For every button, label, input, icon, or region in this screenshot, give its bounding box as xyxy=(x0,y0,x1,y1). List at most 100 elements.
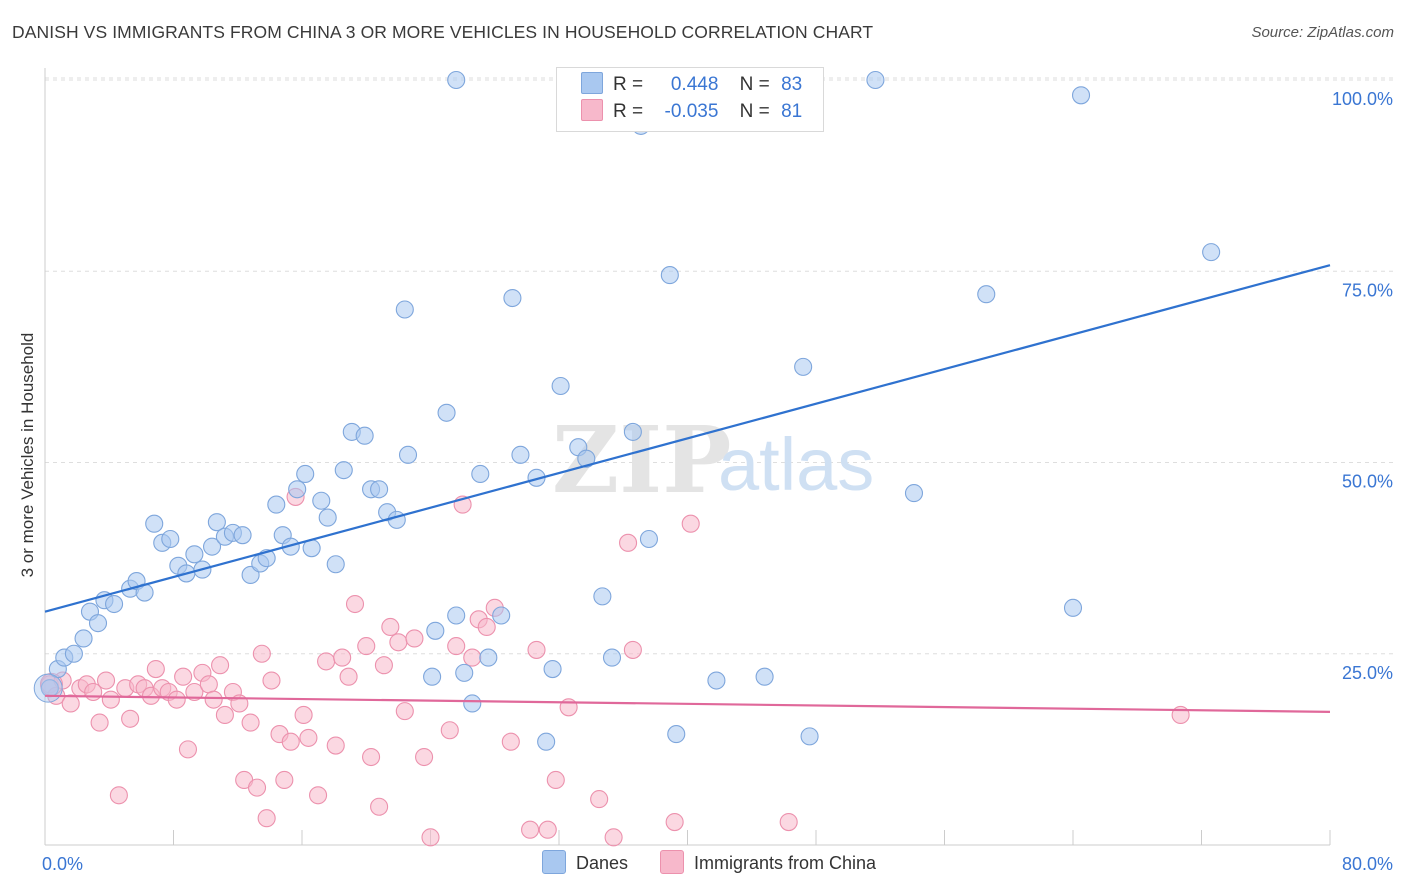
china-point xyxy=(146,659,165,679)
china-point xyxy=(204,690,223,709)
series-swatch-danes xyxy=(542,850,566,874)
legend-swatch-danes xyxy=(581,72,603,94)
danes-point xyxy=(511,445,530,464)
china-point xyxy=(362,747,381,767)
danes-point xyxy=(1063,598,1083,617)
china-point xyxy=(339,667,358,686)
danes-point xyxy=(233,526,252,545)
danes-point xyxy=(207,513,226,532)
y-tick-label: 50.0% xyxy=(1342,472,1393,492)
series-legend-china[interactable]: Immigrants from China xyxy=(660,850,876,876)
china-point xyxy=(326,736,345,755)
danes-point xyxy=(288,480,307,499)
danes-point xyxy=(866,70,885,90)
china-point xyxy=(604,828,623,847)
china-point xyxy=(96,671,116,690)
china-point xyxy=(199,675,218,694)
danes-point xyxy=(471,464,490,484)
china-point xyxy=(294,705,313,725)
china-point xyxy=(252,644,271,663)
series-swatch-china xyxy=(660,850,684,874)
danes-point xyxy=(395,300,414,319)
legend-r-value-danes: 0.448 xyxy=(670,74,719,96)
china-point xyxy=(215,705,234,725)
series-legend-danes[interactable]: Danes xyxy=(542,850,629,876)
china-point xyxy=(501,732,520,751)
legend-n-value-china: 81 xyxy=(781,101,803,123)
legend-n-label: N = xyxy=(739,74,770,96)
axes xyxy=(44,68,1331,846)
danes-point xyxy=(755,667,774,686)
y-tick-label: 100.0% xyxy=(1332,89,1393,109)
danes-point xyxy=(267,495,286,514)
china-trend-line xyxy=(44,694,1331,713)
danes-point xyxy=(312,491,331,510)
y-tick-label: 25.0% xyxy=(1342,663,1393,683)
danes-point xyxy=(398,445,418,464)
legend-row-danes: R = 0.448 N = 83 xyxy=(581,72,803,100)
danes-point xyxy=(437,403,456,422)
china-point xyxy=(174,667,193,686)
danes-point xyxy=(203,537,222,556)
danes-point xyxy=(423,667,442,686)
legend-n-value-danes: 83 xyxy=(781,74,803,96)
legend-swatch-china xyxy=(581,99,603,121)
danes-point xyxy=(105,594,124,614)
china-point xyxy=(211,656,230,675)
danes-point xyxy=(370,480,389,499)
china-point xyxy=(521,820,540,839)
china-point xyxy=(546,770,565,790)
danes-point xyxy=(355,426,374,445)
danes-point xyxy=(1202,243,1221,262)
china-point xyxy=(665,812,684,832)
china-point xyxy=(333,648,352,667)
danes-point xyxy=(64,644,83,663)
china-point xyxy=(463,648,482,667)
china-point xyxy=(241,713,260,732)
danes-point xyxy=(455,663,474,682)
china-point xyxy=(447,637,466,656)
china-point xyxy=(345,594,365,614)
china-point xyxy=(370,797,389,816)
china-point xyxy=(681,514,700,533)
danes-point xyxy=(318,508,337,527)
legend-r-label: R = xyxy=(613,101,644,123)
danes-point xyxy=(463,694,482,713)
danes-point xyxy=(161,529,180,549)
danes-point xyxy=(326,555,345,574)
legend-n-label: N = xyxy=(739,101,770,123)
series-label-danes: Danes xyxy=(576,852,629,873)
danes-point xyxy=(387,510,406,529)
danes-point xyxy=(623,422,642,441)
china-point xyxy=(185,682,204,702)
danes-point xyxy=(1071,86,1091,105)
trend-lines xyxy=(44,264,1331,713)
danes-point xyxy=(707,671,726,690)
china-point xyxy=(623,640,642,659)
china-point xyxy=(247,778,267,797)
danes-point xyxy=(800,727,819,746)
china-point xyxy=(178,740,198,759)
series-legend: Danes Immigrants from China xyxy=(0,850,1406,878)
china-point xyxy=(440,721,459,740)
y-axis-label: 3 or more Vehicles in Household xyxy=(18,332,37,578)
correlation-legend: R = 0.448 N = 83 R = -0.035 N = 81 xyxy=(556,67,824,132)
legend-r-label: R = xyxy=(613,74,644,96)
danes-point xyxy=(479,648,498,667)
danes-point xyxy=(185,545,204,564)
china-point xyxy=(90,713,109,732)
china-point xyxy=(257,809,276,828)
danes-point xyxy=(977,285,996,304)
danes-point xyxy=(904,484,924,503)
danes-point xyxy=(145,514,164,533)
danes-point xyxy=(593,587,612,606)
danes-point xyxy=(660,266,679,285)
china-point xyxy=(275,770,294,790)
danes-point xyxy=(602,648,622,667)
watermark: ZIP atlas xyxy=(552,406,874,514)
legend-row-china: R = -0.035 N = 81 xyxy=(581,99,803,127)
danes-point xyxy=(492,606,511,625)
chart-source: Source: ZipAtlas.com xyxy=(1251,24,1394,41)
danes-point xyxy=(296,464,315,484)
